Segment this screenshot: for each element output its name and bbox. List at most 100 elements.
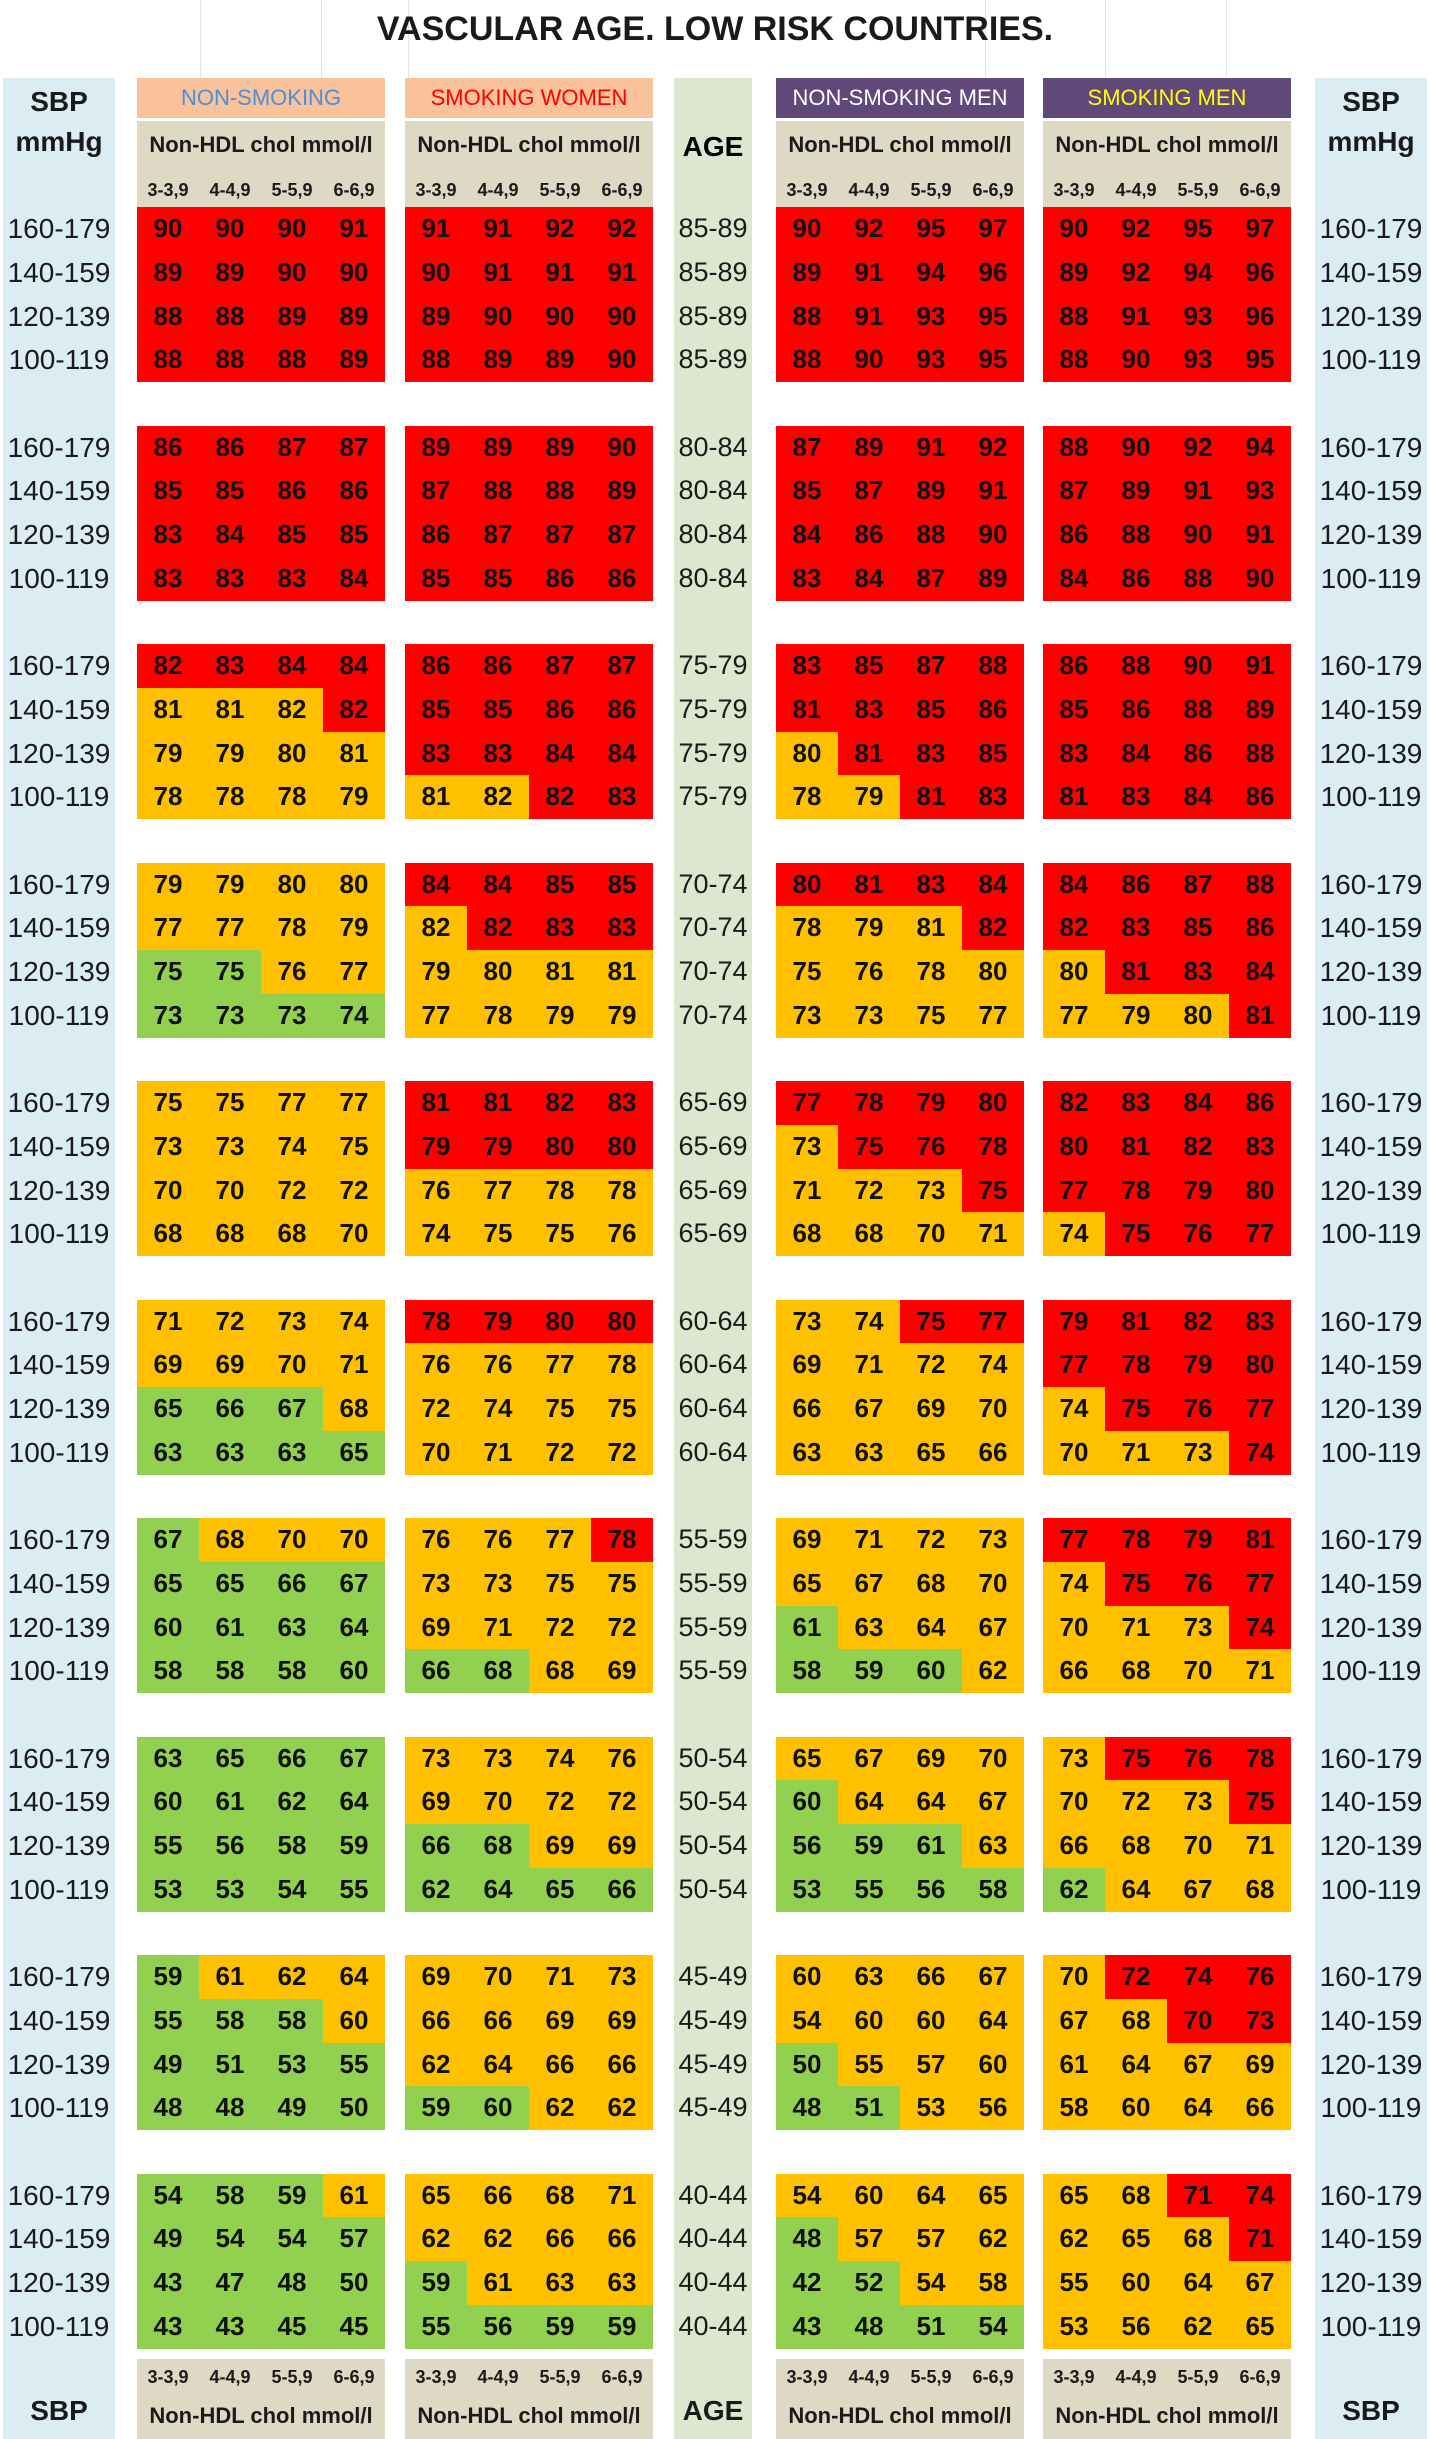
- vascular-age-cell: 63: [838, 1605, 900, 1650]
- vascular-age-cell: 88: [1105, 644, 1167, 688]
- vascular-age-cell: 80: [1229, 1168, 1291, 1213]
- vascular-age-cell: 76: [405, 1168, 467, 1213]
- vascular-age-cell: 89: [776, 250, 838, 295]
- vascular-age-cell: 59: [838, 1649, 900, 1694]
- sbp-unit-right: mmHg: [1327, 126, 1415, 157]
- vascular-age-cell: 77: [962, 1299, 1024, 1344]
- sbp-row-right: 120-139: [1319, 1611, 1423, 1643]
- vascular-age-cell: 74: [467, 1387, 529, 1431]
- sbp-row-right: 100-119: [1320, 562, 1422, 594]
- age-label: 70-74: [674, 993, 752, 1038]
- vascular-age-cell: 80: [529, 1124, 591, 1169]
- vascular-age-cell: 67: [838, 1561, 900, 1606]
- age-label: 45-49: [674, 1955, 752, 1999]
- sbp-row-right: 120-139: [1319, 737, 1423, 769]
- age-label: 65-69: [674, 1212, 752, 1257]
- vascular-age-cell: 59: [323, 1824, 385, 1868]
- sbp-row-left: 120-139: [7, 1830, 111, 1862]
- sbp-row-left: 100-119: [8, 344, 110, 376]
- sbp-row-left: 140-159: [7, 2223, 111, 2255]
- vascular-age-cell: 84: [1167, 775, 1229, 820]
- age-label: 85-89: [674, 338, 752, 383]
- chol-range-bottom-sw-0: 3-3,9: [405, 2359, 467, 2395]
- vascular-age-cell: 79: [1167, 1343, 1229, 1388]
- vascular-age-cell: 89: [467, 425, 529, 470]
- vascular-age-cell: 81: [900, 906, 962, 951]
- vascular-age-cell: 86: [838, 513, 900, 557]
- vascular-age-cell: 64: [962, 1998, 1024, 2043]
- sbp-row-left: 140-159: [7, 1786, 111, 1818]
- age-label: 40-44: [674, 2304, 752, 2349]
- vascular-age-cell: 87: [529, 513, 591, 557]
- vascular-age-cell: 72: [405, 1387, 467, 1431]
- sbp-row-right: 120-139: [1319, 300, 1423, 332]
- chol-range-nsw-3: 6-6,9: [323, 172, 385, 208]
- chol-range-bottom-nsm-3: 6-6,9: [962, 2359, 1024, 2395]
- vascular-age-cell: 73: [199, 993, 261, 1038]
- vascular-age-cell: 95: [1229, 338, 1291, 383]
- vascular-age-cell: 58: [199, 1998, 261, 2043]
- vascular-age-cell: 67: [137, 1518, 199, 1562]
- vascular-age-cell: 61: [1043, 2042, 1105, 2087]
- vascular-age-cell: 92: [962, 425, 1024, 470]
- vascular-age-cell: 72: [323, 1168, 385, 1213]
- vascular-age-cell: 76: [467, 1343, 529, 1388]
- vascular-age-cell: 90: [1043, 207, 1105, 251]
- vascular-age-cell: 83: [1105, 1081, 1167, 1125]
- vascular-age-cell: 74: [405, 1212, 467, 1257]
- vascular-age-cell: 84: [199, 513, 261, 557]
- vascular-age-cell: 73: [776, 1124, 838, 1169]
- vascular-age-cell: 60: [838, 1998, 900, 2043]
- sbp-row-left: 100-119: [8, 1218, 110, 1250]
- vascular-age-cell: 70: [261, 1343, 323, 1388]
- vascular-age-cell: 71: [962, 1212, 1024, 1257]
- vascular-age-cell: 88: [1167, 687, 1229, 732]
- vascular-age-cell: 69: [529, 1998, 591, 2043]
- vascular-age-cell: 66: [405, 1998, 467, 2043]
- chol-range-sw-1: 4-4,9: [467, 172, 529, 208]
- sbp-row-right: 120-139: [1319, 1174, 1423, 1206]
- chol-range-sw-2: 5-5,9: [529, 172, 591, 208]
- vascular-age-cell: 85: [323, 513, 385, 557]
- vascular-age-cell: 79: [838, 906, 900, 951]
- vascular-age-cell: 71: [467, 1605, 529, 1650]
- vascular-age-cell: 58: [962, 1867, 1024, 1912]
- vascular-age-cell: 59: [261, 2173, 323, 2218]
- vascular-age-cell: 77: [323, 950, 385, 994]
- vascular-age-cell: 71: [1229, 2217, 1291, 2262]
- vascular-age-cell: 89: [323, 294, 385, 339]
- vascular-age-cell: 75: [1105, 1212, 1167, 1257]
- vascular-age-cell: 86: [1043, 644, 1105, 688]
- sbp-row-left: 100-119: [8, 781, 110, 813]
- sbp-row-left: 160-179: [7, 868, 111, 900]
- vascular-age-cell: 67: [1229, 2261, 1291, 2305]
- vascular-age-cell: 91: [900, 425, 962, 470]
- vascular-age-cell: 88: [1043, 425, 1105, 470]
- vascular-age-cell: 88: [1229, 862, 1291, 907]
- vascular-age-cell: 60: [1105, 2086, 1167, 2131]
- vascular-age-cell: 75: [962, 1168, 1024, 1213]
- vascular-age-cell: 91: [405, 207, 467, 251]
- vascular-age-cell: 83: [1167, 950, 1229, 994]
- vascular-age-cell: 66: [261, 1736, 323, 1781]
- vascular-age-cell: 54: [776, 1998, 838, 2043]
- sbp-sidebar-right: [1315, 78, 1427, 2439]
- vascular-age-cell: 67: [962, 1780, 1024, 1825]
- vascular-age-cell: 85: [467, 687, 529, 732]
- vascular-age-cell: 43: [137, 2261, 199, 2305]
- vascular-age-cell: 81: [323, 731, 385, 776]
- chol-range-bottom-sm-2: 5-5,9: [1167, 2359, 1229, 2395]
- vascular-age-cell: 70: [962, 1736, 1024, 1781]
- vascular-age-cell: 85: [900, 687, 962, 732]
- vascular-age-cell: 79: [1167, 1518, 1229, 1562]
- vascular-age-cell: 96: [1229, 294, 1291, 339]
- vascular-age-cell: 56: [467, 2304, 529, 2349]
- vascular-age-cell: 43: [137, 2304, 199, 2349]
- vascular-age-cell: 76: [1167, 1736, 1229, 1781]
- sbp-row-right: 120-139: [1319, 1393, 1423, 1425]
- vascular-age-cell: 76: [591, 1736, 653, 1781]
- vascular-age-cell: 63: [137, 1736, 199, 1781]
- panel-title-sw: SMOKING WOMEN: [405, 78, 653, 118]
- vascular-age-cell: 68: [838, 1212, 900, 1257]
- vascular-age-cell: 63: [962, 1824, 1024, 1868]
